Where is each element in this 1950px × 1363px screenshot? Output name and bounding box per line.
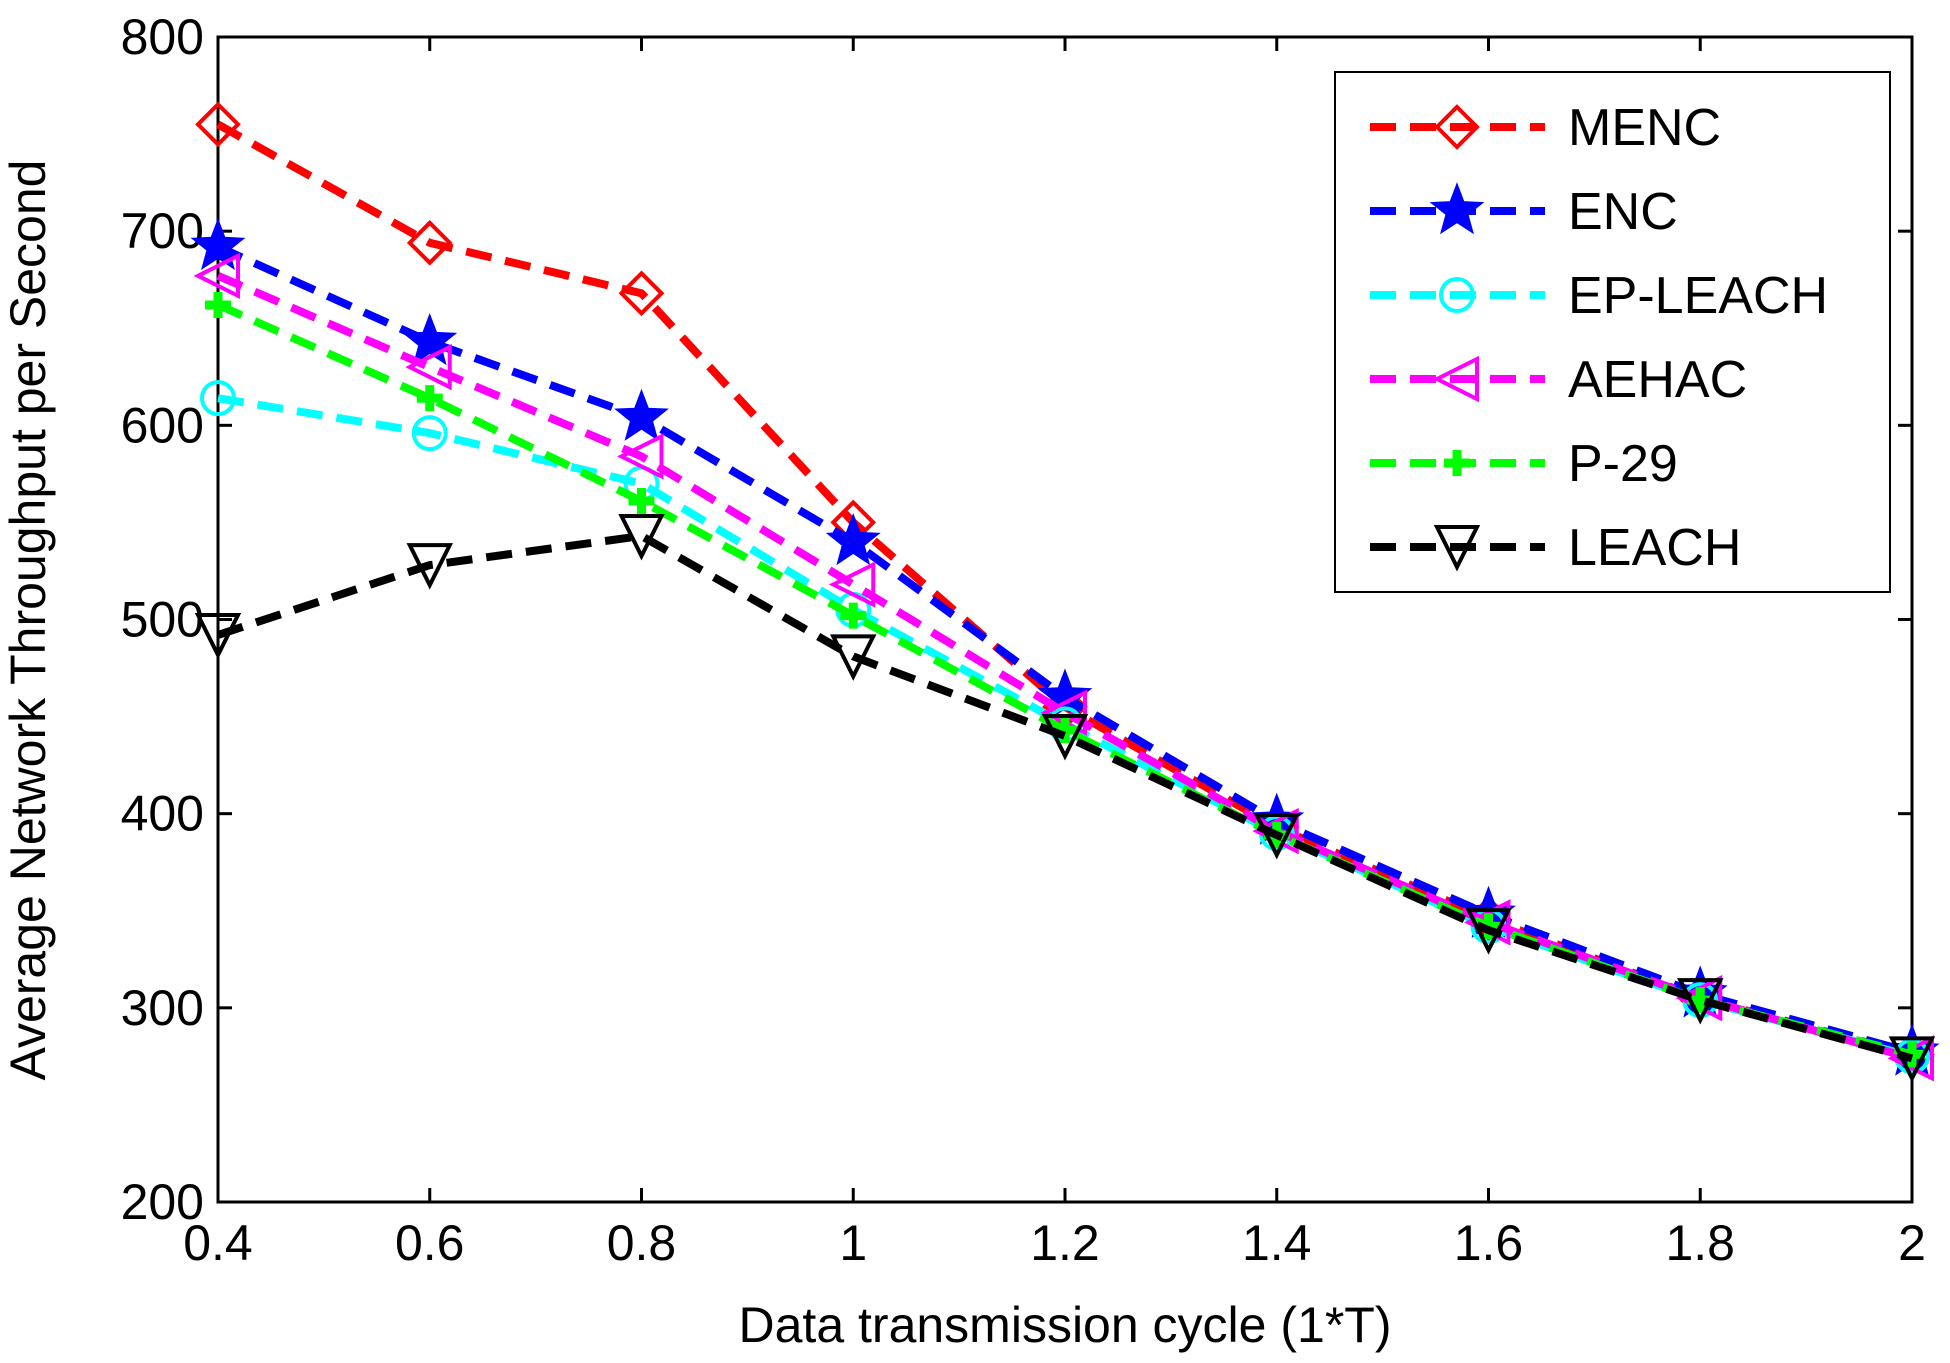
data-point-p-29 (416, 385, 443, 412)
data-point-ep-leach (411, 415, 448, 452)
legend-item-enc: ENC (1370, 182, 1678, 241)
legend-item-leach: LEACH (1370, 519, 1741, 577)
legend-label-aehac: AEHAC (1568, 351, 1747, 409)
legend-label-menc: MENC (1568, 99, 1721, 157)
y-tick-label: 400 (121, 786, 204, 842)
data-point-leach (618, 514, 665, 561)
y-tick-label: 700 (121, 203, 204, 259)
legend-label-enc: ENC (1568, 183, 1678, 241)
legend-label-ep-leach: EP-LEACH (1568, 267, 1828, 325)
legend-marker-ep-leach (1439, 277, 1475, 313)
x-tick-label: 1.6 (1454, 1215, 1524, 1271)
data-point-menc (618, 270, 665, 317)
legend-marker-p-29 (1444, 450, 1470, 476)
x-tick-label: 1.2 (1030, 1215, 1100, 1271)
series-layer (190, 101, 1940, 1083)
data-point-menc (406, 219, 453, 266)
x-axis-label: Data transmission cycle (1*T) (739, 1297, 1392, 1353)
y-tick-label: 800 (121, 9, 204, 65)
y-tick-label: 600 (121, 397, 204, 453)
x-tick-label: 0.4 (183, 1215, 253, 1271)
x-tick-label: 1.8 (1665, 1215, 1735, 1271)
series-leach (194, 514, 1936, 1083)
x-tick-label: 0.6 (395, 1215, 465, 1271)
legend-marker-enc (1429, 182, 1485, 235)
y-axis-label: Average Network Throughput per Second (0, 160, 56, 1081)
y-tick-label: 500 (121, 592, 204, 648)
data-point-leach (1888, 1036, 1936, 1083)
x-tick-label: 0.8 (607, 1215, 677, 1271)
legend-marker-menc (1434, 104, 1480, 150)
legend-item-p-29: P-29 (1370, 435, 1678, 493)
data-point-enc (190, 217, 246, 270)
legend-marker-leach (1433, 525, 1481, 572)
data-point-menc (195, 101, 241, 148)
data-point-aehac (193, 252, 240, 300)
legend-item-aehac: AEHAC (1370, 351, 1747, 409)
data-point-leach (1253, 813, 1300, 860)
data-point-enc (402, 312, 458, 366)
legend-item-ep-leach: EP-LEACH (1370, 267, 1828, 325)
legend-label-p-29: P-29 (1568, 435, 1678, 493)
legend-item-menc: MENC (1370, 99, 1721, 157)
axis-ticks (216, 35, 1914, 1204)
data-point-aehac (828, 561, 876, 608)
data-point-p-29 (205, 291, 231, 318)
data-point-p-29 (840, 602, 867, 629)
data-point-leach (1041, 714, 1089, 761)
y-tick-label: 300 (121, 980, 204, 1036)
y-tick-label: 200 (121, 1174, 204, 1230)
data-point-p-29 (628, 488, 655, 515)
legend: MENC ENC EP-LEACH AEHAC P-29 LEACH (1334, 71, 1891, 593)
x-tick-label: 2 (1898, 1215, 1926, 1271)
data-point-enc (614, 388, 669, 441)
legend-box (1334, 71, 1891, 593)
data-point-aehac (617, 433, 664, 480)
series-line-leach (216, 532, 1914, 1063)
data-point-aehac (405, 343, 452, 391)
data-point-ep-leach (200, 380, 236, 417)
axis-tick-labels: 0.4 0.6 0.8 1 1.2 1.4 1.6 1.8 2 200 300 400 500 600 70… (121, 9, 1926, 1271)
legend-label-leach: LEACH (1568, 519, 1741, 577)
data-point-leach (1465, 908, 1512, 955)
data-point-leach (1677, 978, 1724, 1025)
data-point-enc (825, 512, 881, 566)
x-tick-label: 1.4 (1242, 1215, 1312, 1271)
data-point-leach (830, 634, 877, 681)
legend-marker-aehac (1432, 355, 1479, 403)
data-point-leach (406, 543, 453, 590)
x-tick-label: 1 (839, 1215, 867, 1271)
data-point-leach (194, 613, 242, 660)
